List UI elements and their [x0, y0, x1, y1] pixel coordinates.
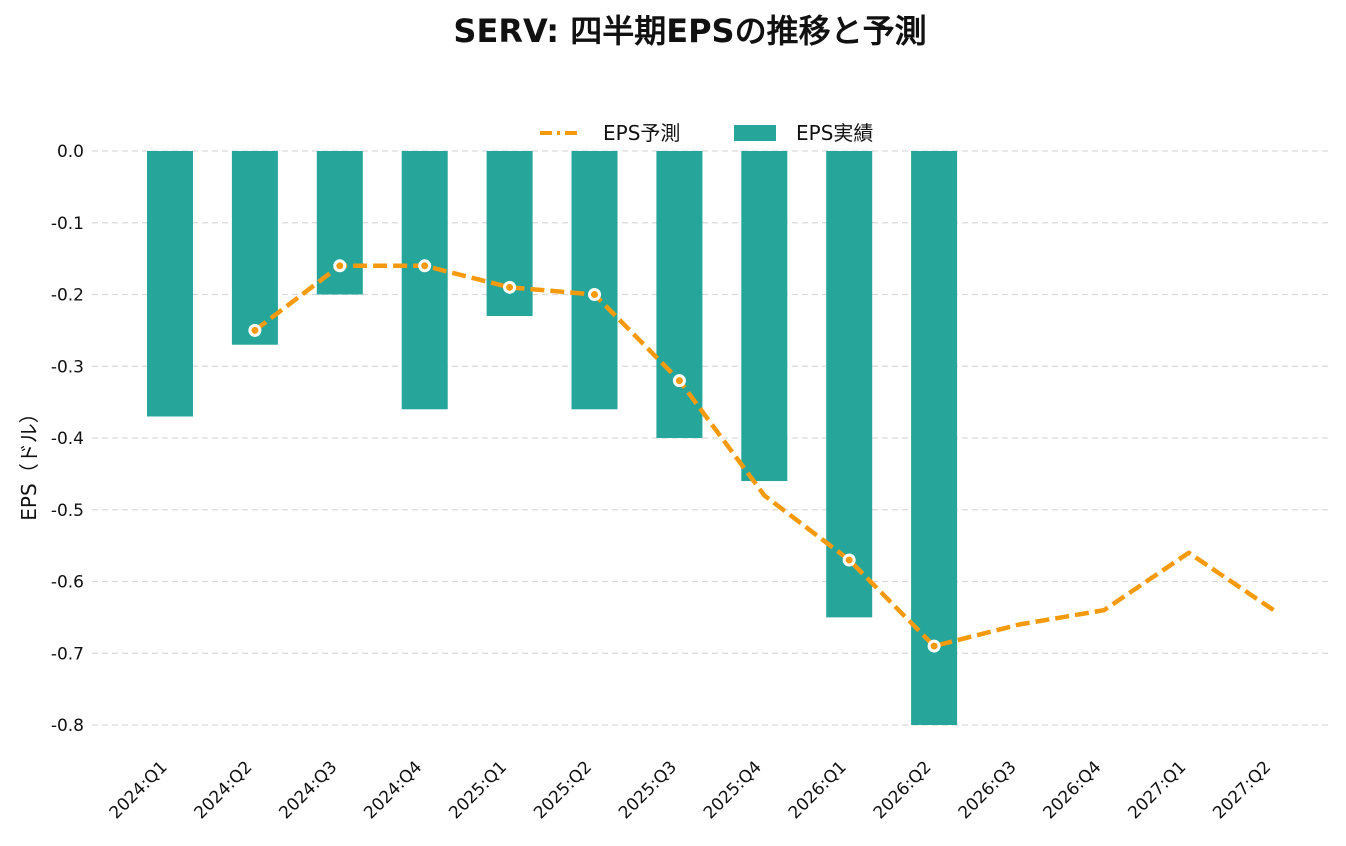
bar-eps-actual	[826, 151, 873, 618]
x-tick-label: 2027:Q2	[1209, 757, 1275, 823]
x-tick-label: 2024:Q4	[360, 757, 426, 823]
y-tick-label: -0.2	[51, 286, 84, 306]
bar-eps-actual	[656, 151, 703, 438]
bar-eps-actual	[741, 151, 788, 482]
legend-actual-swatch	[734, 125, 776, 141]
x-tick-label: 2024:Q1	[106, 757, 172, 823]
y-tick-label: -0.8	[51, 716, 84, 736]
grid-lines	[92, 150, 1330, 726]
bar-eps-actual	[911, 151, 958, 725]
y-tick-label: -0.5	[51, 501, 84, 521]
x-tick-labels: 2024:Q1 2024:Q2 2024:Q3 2024:Q4 2025:Q1 2025:…	[106, 757, 1276, 823]
legend-actual-label: EPS実績	[796, 121, 873, 145]
line-series	[248, 259, 1275, 653]
forecast-point	[672, 374, 686, 388]
bar-eps-actual	[316, 151, 363, 295]
x-tick-label: 2027:Q1	[1124, 757, 1190, 823]
bar-eps-actual	[401, 151, 448, 410]
forecast-point	[927, 639, 941, 653]
x-tick-label: 2026:Q1	[785, 757, 851, 823]
x-tick-label: 2024:Q2	[191, 757, 257, 823]
bar-eps-actual	[231, 151, 278, 345]
chart-title: SERV: 四半期EPSの推移と予測	[453, 12, 926, 50]
forecast-point	[333, 259, 347, 273]
x-tick-label: 2025:Q3	[615, 757, 681, 823]
y-tick-label: -0.3	[51, 357, 84, 377]
forecast-point	[418, 259, 432, 273]
x-tick-label: 2026:Q4	[1040, 757, 1106, 823]
x-tick-label: 2026:Q2	[870, 757, 936, 823]
y-tick-label: -0.4	[51, 429, 84, 449]
x-tick-label: 2024:Q3	[275, 757, 341, 823]
legend: EPS予測 EPS実績	[540, 121, 873, 145]
x-tick-label: 2025:Q1	[445, 757, 511, 823]
bar-eps-actual	[571, 151, 618, 410]
y-axis-label: EPS（ドル）	[17, 403, 41, 520]
x-tick-label: 2025:Q2	[530, 757, 596, 823]
y-tick-label: -0.6	[51, 573, 84, 593]
x-tick-label: 2026:Q3	[955, 757, 1021, 823]
y-tick-labels: 0.0 -0.1 -0.2 -0.3 -0.4 -0.5 -0.6 -0.7 -0.8	[51, 142, 84, 736]
forecast-point	[503, 280, 517, 294]
forecast-point	[842, 553, 856, 567]
y-tick-label: -0.1	[51, 214, 84, 234]
bar-series	[147, 151, 958, 725]
bar-eps-actual	[147, 151, 193, 417]
y-tick-label: -0.7	[51, 644, 84, 664]
x-tick-label: 2025:Q4	[700, 757, 766, 823]
legend-forecast-label: EPS予測	[603, 121, 680, 145]
y-tick-label: 0.0	[57, 142, 84, 162]
forecast-point	[588, 288, 601, 301]
forecast-point	[248, 323, 262, 337]
